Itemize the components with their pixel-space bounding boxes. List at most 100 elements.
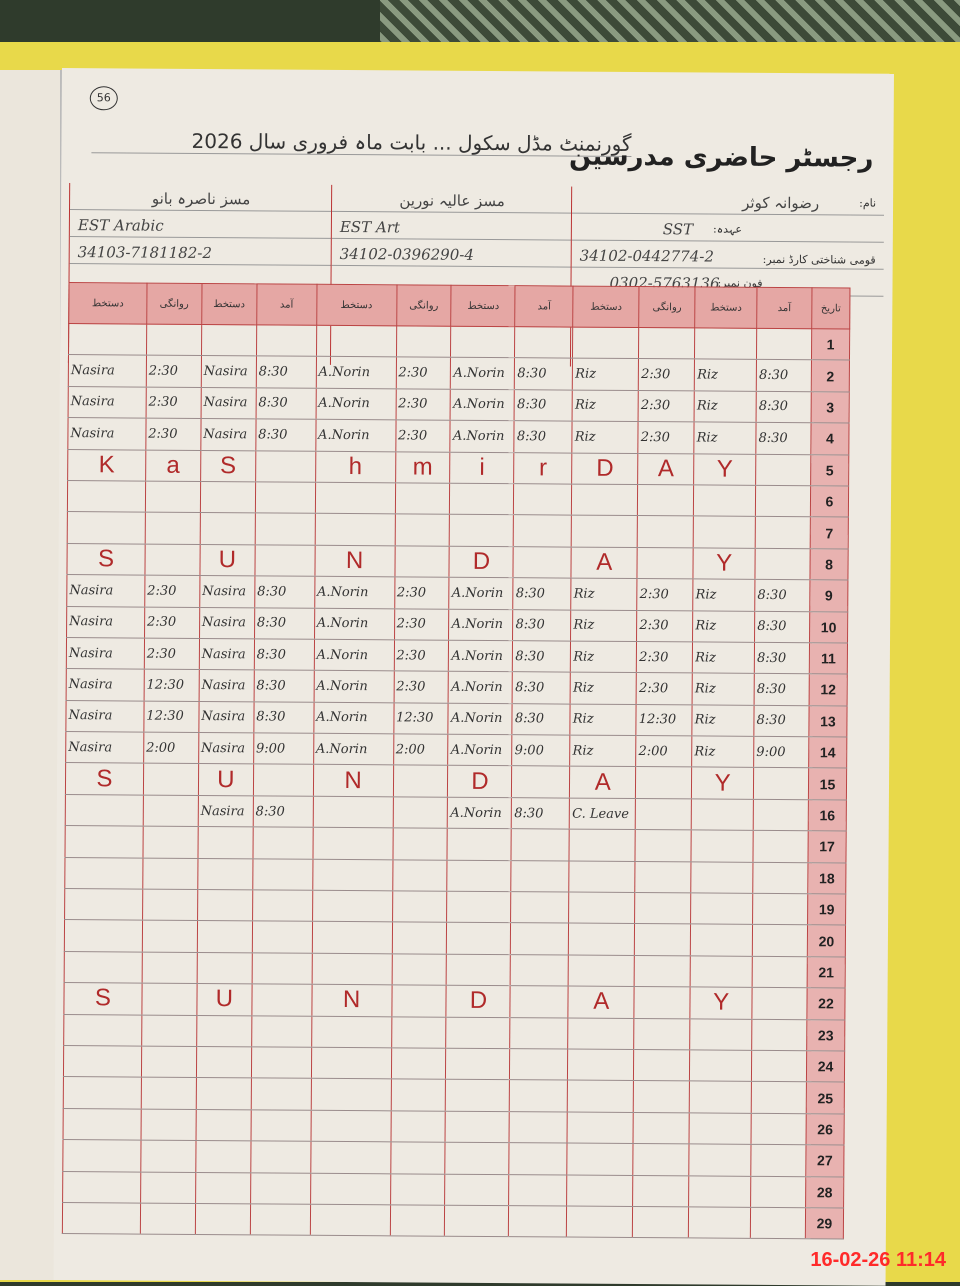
holiday-letter-cell: D — [447, 765, 513, 798]
time-cell — [509, 1111, 568, 1144]
signature-cell — [311, 1015, 392, 1048]
time-cell: 9:00 — [512, 734, 571, 767]
signature-cell — [445, 1079, 510, 1112]
signature-cell — [446, 954, 511, 986]
date-cell: 7 — [810, 517, 849, 549]
signature-cell — [65, 794, 144, 827]
signature-cell — [312, 827, 393, 860]
time-cell: 8:30 — [254, 575, 315, 608]
time-cell — [750, 1207, 806, 1240]
signature-cell: Riz — [691, 735, 754, 768]
time-cell — [396, 325, 452, 358]
date-cell: 20 — [807, 925, 846, 957]
time-cell: 12:30 — [636, 704, 693, 736]
time-cell — [390, 1047, 447, 1080]
time-cell — [390, 1110, 446, 1143]
signature-cell: A.Norin — [448, 734, 513, 767]
date-cell: 29 — [805, 1207, 844, 1240]
time-cell: 2:30 — [638, 358, 695, 391]
time-cell — [633, 1112, 690, 1145]
holiday-letter-cell: Y — [690, 987, 753, 1019]
time-cell: 2:30 — [638, 421, 695, 454]
time-cell — [146, 324, 202, 356]
signature-cell — [195, 1109, 251, 1142]
time-cell — [252, 921, 313, 954]
holiday-letter-cell — [637, 547, 694, 580]
time-cell — [143, 794, 199, 827]
signature-cell: A.Norin — [315, 419, 396, 452]
signature-cell — [200, 481, 256, 514]
time-cell: 2:00 — [393, 733, 449, 766]
signature-cell — [67, 480, 146, 513]
signature-cell: Nasira — [65, 731, 144, 764]
date-cell: 13 — [808, 705, 848, 738]
signature-cell — [689, 1112, 752, 1145]
signature-cell — [571, 515, 638, 548]
signature-cell: Riz — [692, 673, 755, 706]
time-cell — [751, 1113, 807, 1145]
signature-cell: Nasira — [200, 387, 257, 420]
signature-cell: Nasira — [200, 418, 256, 451]
time-cell: 2:30 — [394, 608, 450, 641]
signature-cell — [67, 511, 146, 544]
time-cell: 8:30 — [753, 705, 810, 737]
signature-cell: A.Norin — [315, 388, 396, 421]
signature-cell: A.Norin — [314, 607, 395, 640]
time-cell: 8:30 — [754, 579, 810, 612]
signature-cell — [568, 954, 635, 987]
time-cell: 8:30 — [512, 609, 572, 641]
signature-cell — [64, 919, 143, 952]
time-cell: 8:30 — [755, 422, 812, 455]
holiday-letter-cell — [392, 765, 449, 798]
time-cell: 2:30 — [145, 386, 202, 419]
teacher-cnic: 34103-7181182-2 — [69, 237, 332, 266]
holiday-letter-cell: D — [446, 985, 511, 1018]
signature-cell — [196, 1046, 252, 1079]
signature-cell — [449, 514, 514, 547]
signature-cell — [195, 1140, 251, 1173]
time-cell — [752, 893, 808, 926]
time-cell — [391, 922, 448, 955]
holiday-letter-cell — [255, 450, 316, 483]
signature-cell — [63, 1045, 142, 1078]
signature-cell — [316, 325, 397, 358]
time-cell — [389, 1204, 446, 1237]
time-cell — [637, 515, 694, 548]
signature-cell — [445, 1173, 510, 1206]
time-cell — [141, 1046, 197, 1078]
teacher-cnic: 34102-0396290-4 — [331, 238, 572, 268]
column-header: آمد — [256, 283, 317, 326]
time-cell — [750, 1175, 806, 1208]
signature-cell — [62, 1171, 141, 1204]
signature-cell — [688, 1175, 751, 1208]
date-cell: 6 — [810, 485, 849, 518]
time-cell — [513, 515, 572, 547]
column-header: دستخط — [201, 283, 257, 325]
signature-cell: A.Norin — [450, 357, 515, 390]
signature-cell — [314, 513, 395, 546]
holiday-letter-cell: S — [65, 763, 144, 795]
signature-cell: A.Norin — [313, 733, 394, 766]
signature-cell — [690, 892, 753, 925]
signature-cell — [689, 1018, 752, 1051]
signature-cell: Nasira — [198, 669, 255, 702]
signature-cell — [444, 1205, 509, 1237]
signature-cell — [197, 858, 253, 890]
attendance-register-page: 56 گورنمنٹ مڈل سکول ... بابت ماہ فروری س… — [53, 68, 894, 1286]
signature-cell: Nasira — [198, 701, 254, 733]
signature-cell: A.Norin — [447, 797, 512, 829]
time-cell: 2:30 — [144, 606, 200, 639]
table-row: 29 — [62, 1202, 844, 1240]
signature-cell — [445, 1142, 510, 1175]
time-cell: 2:30 — [394, 576, 450, 609]
signature-cell — [197, 920, 253, 953]
date-cell: 11 — [809, 642, 848, 675]
holiday-letter-cell: Y — [693, 547, 756, 580]
signature-cell — [567, 1017, 635, 1050]
designation-label: عہدہ: — [712, 222, 743, 236]
time-cell — [753, 830, 809, 863]
holiday-letter-cell — [254, 544, 315, 577]
date-cell: 12 — [809, 674, 848, 706]
time-cell — [142, 857, 198, 890]
time-cell: 2:30 — [146, 355, 202, 388]
